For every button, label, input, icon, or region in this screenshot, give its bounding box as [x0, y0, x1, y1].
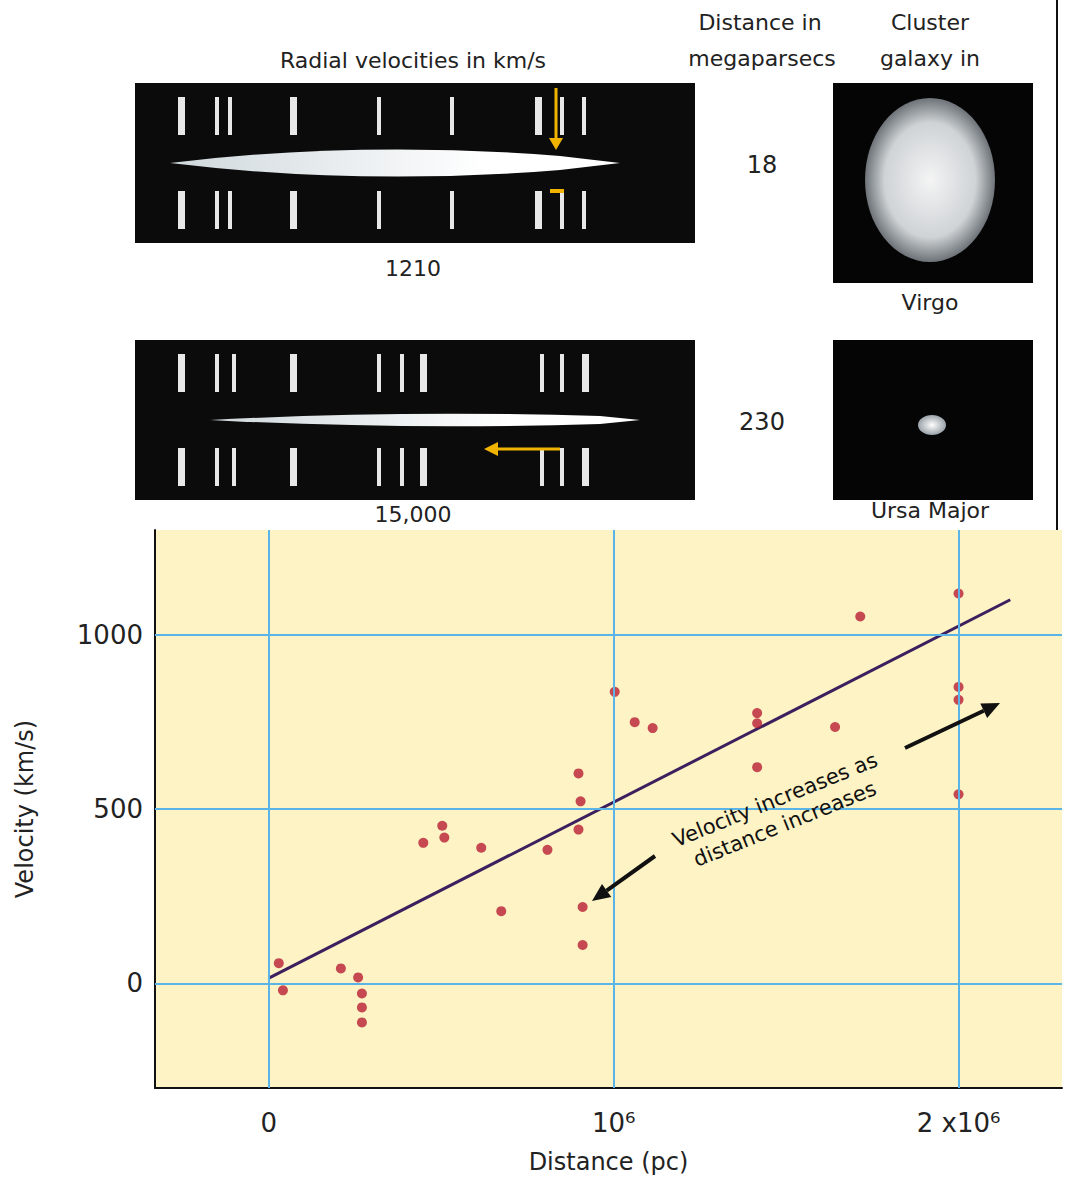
svg-text:500: 500 [93, 794, 143, 824]
svg-text:2 x10⁶: 2 x10⁶ [917, 1108, 1001, 1138]
svg-text:1000: 1000 [77, 620, 143, 650]
svg-text:0: 0 [126, 968, 143, 998]
svg-text:18: 18 [747, 151, 778, 179]
svg-text:Virgo: Virgo [902, 290, 959, 315]
svg-text:Velocity (km/s): Velocity (km/s) [11, 720, 39, 898]
svg-text:Distance in: Distance in [698, 10, 821, 35]
svg-text:Velocity increases as: Velocity increases as [669, 747, 882, 853]
svg-text:Radial velocities in km/s: Radial velocities in km/s [280, 48, 546, 73]
svg-text:galaxy in: galaxy in [880, 46, 980, 71]
svg-text:megaparsecs: megaparsecs [688, 46, 835, 71]
svg-text:Ursa Major: Ursa Major [871, 498, 990, 523]
svg-text:10⁶: 10⁶ [592, 1108, 636, 1138]
svg-text:1210: 1210 [385, 256, 441, 281]
svg-text:0: 0 [261, 1108, 278, 1138]
svg-text:230: 230 [739, 408, 785, 436]
svg-text:Cluster: Cluster [891, 10, 970, 35]
svg-text:15,000: 15,000 [375, 502, 452, 527]
svg-text:Distance (pc): Distance (pc) [529, 1148, 689, 1176]
svg-text:distance increases: distance increases [690, 776, 880, 871]
